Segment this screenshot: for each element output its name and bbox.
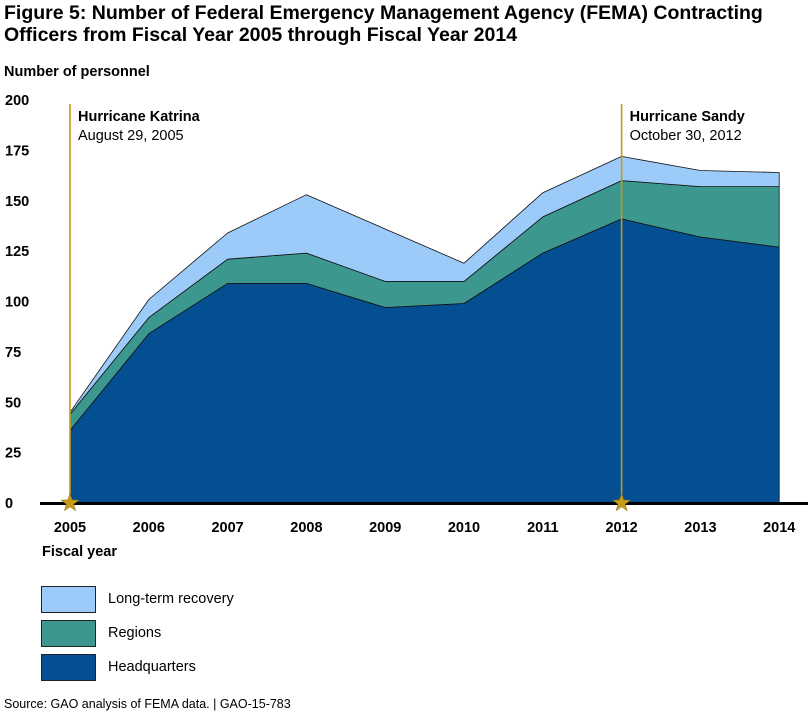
y-tick-label-200: 200 [5, 93, 29, 109]
source-note: Source: GAO analysis of FEMA data. | GAO… [4, 697, 291, 711]
chart-title-line-2: Officers from Fiscal Year 2005 through F… [4, 24, 518, 46]
chart-title: Figure 5: Number of Federal Emergency Ma… [4, 2, 809, 46]
x-tick-label-2013: 2013 [684, 520, 716, 536]
y-tick-label-0: 0 [5, 496, 13, 512]
x-tick-label-2008: 2008 [290, 520, 322, 536]
annotation-date-hurricane-sandy: October 30, 2012 [630, 128, 742, 144]
star-icon-hurricane-katrina [60, 492, 80, 512]
area-chart: 0 25 50 75 100 125 150 175 200 2005 2006 2007 2008 20… [5, 93, 808, 536]
y-tick-label-150: 150 [5, 194, 29, 210]
y-tick-label-100: 100 [5, 295, 29, 311]
x-tick-label-2012: 2012 [605, 520, 637, 536]
legend-label-headquarters: Headquarters [108, 659, 196, 675]
chart-title-line-1: Figure 5: Number of Federal Emergency Ma… [4, 2, 763, 24]
y-tick-label-175: 175 [5, 143, 29, 159]
x-tick-label-2010: 2010 [448, 520, 480, 536]
x-tick-label-2007: 2007 [211, 520, 243, 536]
legend-label-regions: Regions [108, 625, 162, 641]
y-tick-label-75: 75 [5, 345, 21, 361]
legend-swatch-headquarters [41, 654, 96, 681]
annotation-title-hurricane-sandy: Hurricane Sandy [630, 109, 745, 125]
x-tick-label-2009: 2009 [369, 520, 401, 536]
y-tick-label-25: 25 [5, 446, 21, 462]
x-tick-label-2014: 2014 [763, 520, 795, 536]
legend-label-long-term-recovery: Long-term recovery [108, 591, 234, 607]
legend-swatch-regions [41, 620, 96, 647]
area-series-long-term-recovery [69, 156, 780, 415]
x-tick-label-2011: 2011 [527, 520, 558, 536]
legend-swatch-long-term-recovery [41, 586, 96, 613]
star-icon-hurricane-sandy [611, 492, 632, 512]
y-axis-label: Number of personnel [4, 64, 150, 80]
y-tick-label-50: 50 [5, 395, 21, 411]
annotation-date-hurricane-katrina: August 29, 2005 [78, 128, 184, 144]
x-axis-label: Fiscal year [42, 544, 117, 560]
annotation-title-hurricane-katrina: Hurricane Katrina [78, 109, 201, 125]
x-tick-label-2005: 2005 [54, 520, 86, 536]
x-tick-label-2006: 2006 [133, 520, 165, 536]
y-tick-label-125: 125 [5, 244, 29, 260]
